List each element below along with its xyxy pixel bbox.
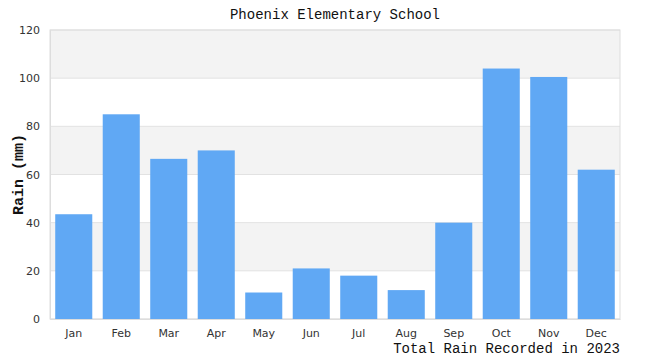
y-axis-title: Rain (mm): [11, 134, 28, 215]
x-tick: Nov: [538, 319, 560, 340]
x-tick: Sep: [443, 319, 464, 340]
x-tick-label: Feb: [112, 327, 131, 340]
bar: [245, 293, 282, 319]
bar: [103, 114, 140, 319]
grid: [50, 30, 620, 319]
bar: [198, 150, 235, 319]
bar: [150, 159, 187, 319]
x-tick: Dec: [586, 319, 607, 340]
y-tick: 100: [19, 72, 50, 85]
y-tick-label: 120: [19, 24, 40, 37]
x-tick: Jan: [64, 319, 82, 340]
y-tick: 0: [33, 313, 50, 326]
chart: 0 20 40 60 80 100 120 Jan Feb Mar Apr May Jun Jul Aug S…: [0, 0, 650, 360]
x-axis-line: [51, 319, 621, 320]
bar: [530, 77, 567, 319]
x-tick-label: Jul: [351, 327, 365, 340]
y-tick-label: 60: [26, 169, 40, 182]
y-axis-line: [50, 31, 51, 320]
x-tick: Apr: [207, 319, 227, 340]
bar: [293, 268, 330, 319]
x-axis-title: Total Rain Recorded in 2023: [393, 341, 620, 357]
y-tick: 20: [26, 265, 50, 278]
x-tick-label: Jan: [64, 327, 82, 340]
y-tick-label: 0: [33, 313, 40, 326]
bar: [55, 214, 92, 319]
y-tick: 40: [26, 217, 50, 230]
plot: 0 20 40 60 80 100 120 Jan Feb Mar Apr May Jun Jul Aug S…: [19, 24, 621, 340]
y-tick-label: 40: [26, 217, 40, 230]
x-tick: Jun: [302, 319, 320, 340]
bar: [435, 223, 472, 319]
x-tick-label: Mar: [158, 327, 179, 340]
x-tick-label: Aug: [396, 327, 417, 340]
bar: [578, 170, 615, 319]
x-tick: Oct: [492, 319, 512, 340]
bar: [388, 290, 425, 319]
y-tick: 60: [26, 169, 50, 182]
x-tick-label: Nov: [538, 327, 560, 340]
x-tick-label: Apr: [207, 327, 227, 340]
x-tick: Mar: [158, 319, 179, 340]
x-tick-label: Oct: [492, 327, 512, 340]
y-tick: 120: [19, 24, 50, 37]
x-tick-label: Dec: [586, 327, 607, 340]
x-tick: Jul: [351, 319, 365, 340]
chart-title: Phoenix Elementary School: [230, 7, 440, 23]
bars: [55, 69, 615, 319]
y-tick-label: 100: [19, 72, 40, 85]
x-tick: May: [252, 319, 275, 340]
y-tick-label: 80: [26, 120, 40, 133]
grid-band: [50, 30, 620, 78]
plot-frame: [50, 30, 620, 319]
bar: [340, 276, 377, 319]
y-tick: 80: [26, 120, 50, 133]
bar: [483, 69, 520, 319]
y-tick-label: 20: [26, 265, 40, 278]
x-axis: Jan Feb Mar Apr May Jun Jul Aug Sep Oct Nov Dec: [51, 319, 621, 340]
x-tick: Feb: [112, 319, 131, 340]
x-tick: Aug: [396, 319, 417, 340]
x-tick-label: Sep: [443, 327, 464, 340]
x-tick-label: May: [252, 327, 275, 340]
x-tick-label: Jun: [302, 327, 320, 340]
